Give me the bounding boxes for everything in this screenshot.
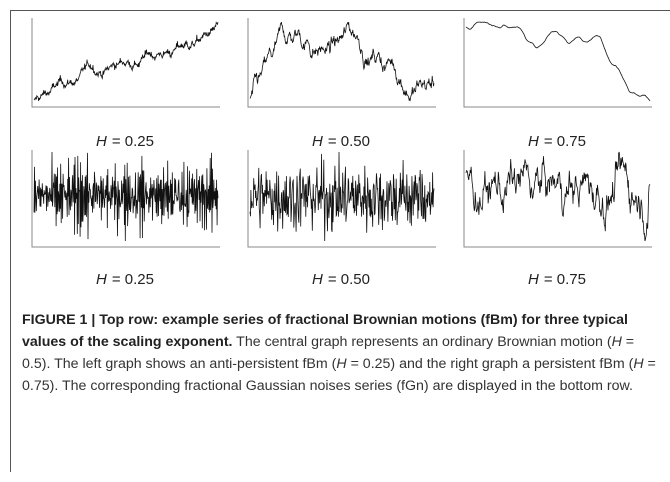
caption-segment: = 0.75). The corresponding fractional Ga…: [22, 356, 656, 394]
caption-segment: H: [633, 356, 644, 372]
panel-symbol: H: [312, 133, 323, 150]
panel-label: H = 0.75: [528, 271, 586, 288]
panel-value: = 0.25: [112, 271, 154, 288]
trace: [465, 151, 651, 242]
axes: [31, 150, 220, 248]
panel-label: H = 0.75: [528, 133, 586, 150]
axes: [463, 150, 652, 248]
plots: H = 0.25 H = 0.50 H = 0.75 H = 0.25 H = 0.50 H = 0.…: [31, 18, 652, 288]
panel-label: H = 0.50: [312, 271, 370, 288]
caption-segment: = 0.25) and the right graph a persistent…: [346, 356, 634, 372]
panel-value: = 0.50: [328, 271, 370, 288]
trace: [249, 21, 435, 102]
caption-segment: FIGURE 1 | Top row: example series of fr…: [22, 312, 628, 350]
caption: FIGURE 1 | Top row: example series of fr…: [22, 309, 660, 397]
panel-symbol: H: [96, 133, 107, 150]
axes: [247, 18, 436, 108]
panel-value: = 0.50: [328, 133, 370, 150]
panel-label: H = 0.25: [96, 271, 154, 288]
trace: [249, 151, 435, 242]
panel-value: = 0.25: [112, 133, 154, 150]
axes: [31, 18, 220, 108]
panel-value: = 0.75: [544, 133, 586, 150]
panel-label: H = 0.25: [96, 133, 154, 150]
panel-symbol: H: [312, 271, 323, 288]
caption-segment: H: [611, 334, 622, 350]
caption-segment: The central graph represents an ordinary…: [232, 334, 612, 350]
panel-symbol: H: [96, 271, 107, 288]
trace: [465, 21, 651, 102]
panel-symbol: H: [528, 133, 539, 150]
panel-label: H = 0.50: [312, 133, 370, 150]
trace: [33, 21, 219, 102]
trace: [33, 151, 219, 242]
axes: [463, 18, 652, 108]
panel-symbol: H: [528, 271, 539, 288]
caption-segment: H: [336, 356, 347, 372]
axes: [247, 150, 436, 248]
caption-segment: = 0.5). The left graph shows an anti-per…: [22, 334, 635, 372]
panel-value: = 0.75: [544, 271, 586, 288]
